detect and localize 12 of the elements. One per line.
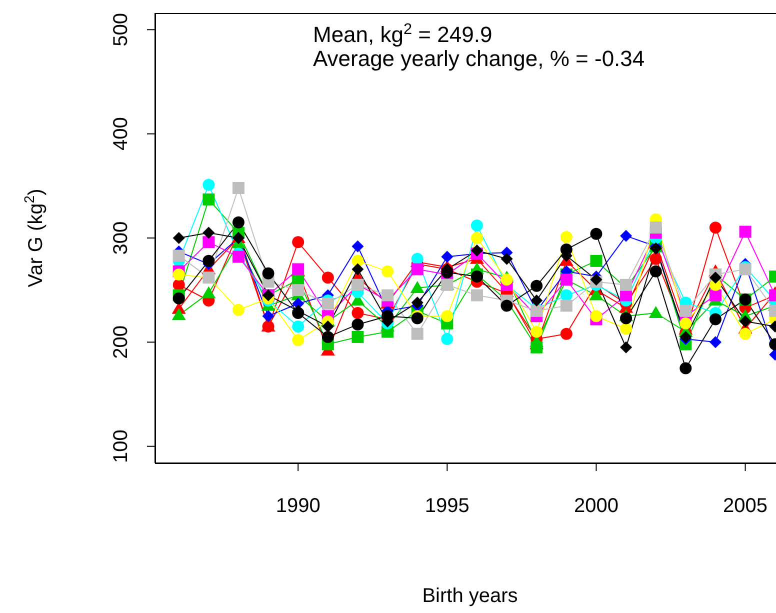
- x-axis-title: Birth years: [422, 585, 518, 607]
- annotation: Average yearly change, % = -0.34: [313, 46, 645, 71]
- y-tick-label: 100: [110, 430, 132, 464]
- x-tick-label: 1995: [424, 495, 470, 518]
- x-tick-label: 2005: [723, 495, 768, 518]
- y-tick-label: 200: [110, 325, 132, 359]
- x-tick-label: 1990: [276, 495, 320, 518]
- y-tick-label: 400: [110, 117, 132, 151]
- y-tick-label: 500: [110, 12, 132, 46]
- x-tick-label: 2000: [574, 495, 618, 518]
- y-tick-label: 300: [110, 221, 132, 255]
- annotation: Mean, kg$^{2}$ = 249.9: [313, 20, 492, 47]
